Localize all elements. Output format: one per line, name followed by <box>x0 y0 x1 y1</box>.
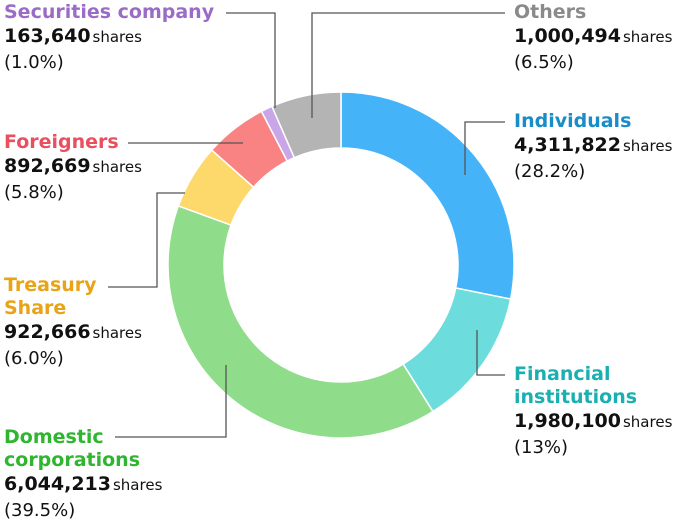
leader-line <box>311 12 505 118</box>
unit-label: shares <box>92 28 142 46</box>
category-label: Others <box>514 1 587 23</box>
category-label: Individuals <box>514 110 632 132</box>
percentage-label: (5.8%) <box>4 182 64 203</box>
value-label: 1,980,100 <box>514 410 621 432</box>
value-label: 922,666 <box>4 321 91 343</box>
slice-label: Domestic corporations 6,044,213 shares (39.… <box>4 426 174 523</box>
percentage-label: (39.5%) <box>4 500 76 521</box>
percentage-label: (6.5%) <box>514 52 574 73</box>
percentage-label: (13%) <box>514 437 569 458</box>
leader-line <box>108 192 185 288</box>
percentage-label: (6.0%) <box>4 348 64 369</box>
slice-label: Treasury Share 922,666 shares (6.0%) <box>4 274 142 371</box>
value-label: 1,000,494 <box>514 25 621 47</box>
slice-label: Securities company 163,640 shares (1.0%) <box>4 1 234 75</box>
leader-line <box>226 12 276 108</box>
slice-label: Individuals 4,311,822 shares (28.2%) <box>514 110 674 184</box>
unit-label: shares <box>112 476 163 494</box>
category-label: Domestic corporations <box>4 426 141 471</box>
unit-label: shares <box>622 28 673 46</box>
unit-label: shares <box>622 137 673 155</box>
leader-line <box>115 365 227 438</box>
leader-line <box>464 121 505 175</box>
value-label: 163,640 <box>4 25 91 47</box>
value-label: 6,044,213 <box>4 473 111 495</box>
slice <box>270 91 342 159</box>
slice-label: Financial institutions 1,980,100 shares (13… <box>514 363 674 460</box>
category-label: Financial institutions <box>514 363 638 408</box>
category-label: Securities company <box>4 1 215 23</box>
slice-label: Foreigners 892,669 shares (5.8%) <box>4 131 174 205</box>
unit-label: shares <box>92 158 142 176</box>
leader-line <box>476 330 505 376</box>
unit-label: shares <box>622 413 673 431</box>
unit-label: shares <box>92 324 142 342</box>
slice <box>167 204 434 439</box>
percentage-label: (28.2%) <box>514 161 586 182</box>
category-label: Foreigners <box>4 131 119 153</box>
percentage-label: (1.0%) <box>4 52 64 73</box>
category-label: Treasury Share <box>4 274 97 319</box>
value-label: 892,669 <box>4 155 91 177</box>
slice <box>340 91 515 300</box>
slice-label: Others 1,000,494 shares (6.5%) <box>514 1 674 75</box>
value-label: 4,311,822 <box>514 134 621 156</box>
